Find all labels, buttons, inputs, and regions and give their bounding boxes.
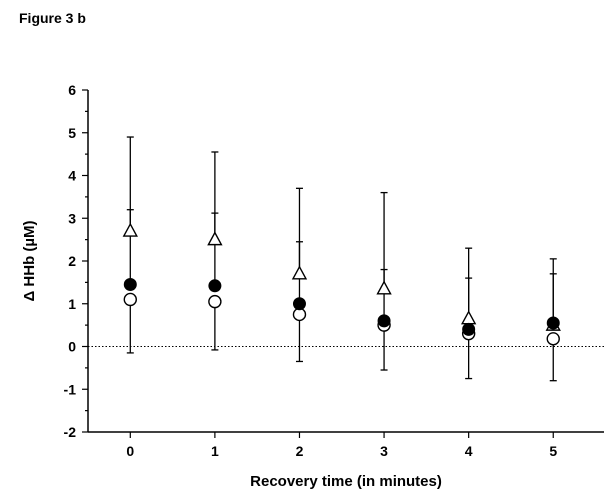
data-markers [122, 222, 561, 346]
open-circle-marker [208, 294, 222, 309]
filled-circle-marker [123, 278, 137, 292]
y-tick-label: 2 [68, 253, 76, 269]
x-tick-label: 0 [126, 443, 134, 459]
filled-circle-marker [462, 322, 476, 336]
error-bars [126, 136, 557, 382]
figure-label: Figure 3 b [19, 10, 86, 26]
triangle-marker [460, 310, 477, 325]
triangle-marker [376, 280, 392, 295]
y-tick-label: 4 [68, 168, 76, 184]
triangle-marker [207, 231, 223, 246]
x-tick-label: 2 [296, 443, 304, 459]
triangle-marker [291, 265, 308, 280]
filled-circle-marker [208, 279, 222, 293]
y-axis-title: Δ HHb (µM) [21, 220, 38, 301]
triangle-marker [122, 222, 138, 237]
y-tick-label: -1 [64, 381, 77, 397]
x-axis-ticks: 0 1 2 3 4 5 [126, 432, 557, 459]
x-tick-label: 3 [380, 443, 388, 459]
x-tick-label: 1 [211, 443, 219, 459]
y-tick-label: 3 [68, 210, 76, 226]
x-tick-label: 5 [549, 443, 557, 459]
y-tick-label: 0 [68, 339, 76, 355]
y-axis-ticks: -2 -1 0 1 2 3 4 5 6 [64, 82, 88, 440]
filled-circle-marker [292, 297, 306, 311]
filled-circle-marker [546, 316, 560, 330]
y-tick-label: 1 [68, 296, 76, 312]
y-tick-label: 5 [68, 125, 76, 141]
y-tick-label: -2 [64, 424, 77, 440]
x-tick-label: 4 [465, 443, 473, 459]
x-axis-title: Recovery time (in minutes) [250, 473, 442, 490]
filled-circle-marker [377, 314, 391, 328]
open-circle-marker [123, 292, 137, 307]
y-tick-label: 6 [68, 82, 76, 98]
open-circle-marker [546, 332, 560, 346]
